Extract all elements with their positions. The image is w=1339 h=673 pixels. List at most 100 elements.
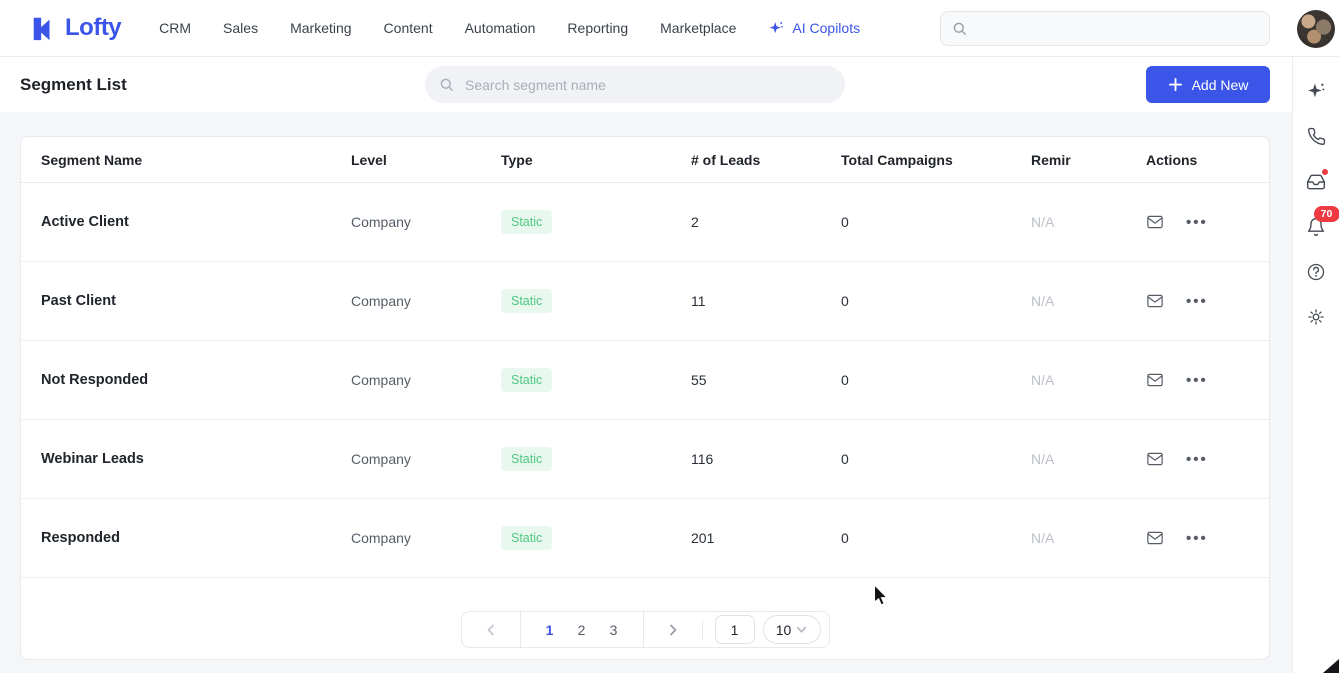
email-action-button[interactable] xyxy=(1146,213,1164,231)
email-action-button[interactable] xyxy=(1146,292,1164,310)
nav-item-sales[interactable]: Sales xyxy=(223,20,259,36)
type-badge: Static xyxy=(501,526,553,550)
more-actions-button[interactable]: ••• xyxy=(1186,292,1208,310)
nav-item-marketing[interactable]: Marketing xyxy=(290,20,352,36)
main-nav: CRM Sales Marketing Content Automation Report… xyxy=(159,20,736,36)
inbox-unread-dot xyxy=(1320,168,1329,176)
nav-item-ai-copilots[interactable]: AI Copilots xyxy=(768,20,860,37)
mail-icon xyxy=(1147,373,1163,387)
chevron-down-icon xyxy=(797,626,807,633)
plus-icon xyxy=(1168,77,1182,92)
phone-button[interactable] xyxy=(1294,114,1339,159)
email-action-button[interactable] xyxy=(1146,450,1164,468)
lofty-logo-icon xyxy=(33,17,50,41)
nav-item-crm[interactable]: CRM xyxy=(159,20,192,36)
inbox-icon xyxy=(1306,174,1326,189)
table-header-row: Segment Name Level Type # of Leads Total… xyxy=(21,137,1269,183)
pager-divider xyxy=(519,612,521,647)
ai-copilots-label: AI Copilots xyxy=(792,20,861,36)
notifications-button[interactable]: 70 xyxy=(1294,204,1339,249)
segment-name: Not Responded xyxy=(41,372,149,388)
global-search[interactable] xyxy=(940,11,1270,46)
next-page-button[interactable] xyxy=(644,612,702,647)
search-icon xyxy=(440,78,454,91)
segment-level: Company xyxy=(351,214,411,230)
row-actions: ••• xyxy=(1146,213,1249,231)
more-actions-button[interactable]: ••• xyxy=(1186,450,1208,468)
inbox-button[interactable] xyxy=(1294,159,1339,204)
row-actions: ••• xyxy=(1146,450,1249,468)
table-body: Active Client Company Static 2 0 N/A •••… xyxy=(21,183,1269,578)
mail-icon xyxy=(1147,294,1163,308)
search-icon xyxy=(953,22,967,35)
pager-divider xyxy=(701,620,703,639)
gear-icon xyxy=(1308,308,1324,325)
ai-assistant-button[interactable] xyxy=(1294,69,1339,114)
total-campaigns: 0 xyxy=(841,372,849,388)
more-actions-button[interactable]: ••• xyxy=(1186,529,1208,547)
segment-level: Company xyxy=(351,451,411,467)
nav-item-marketplace[interactable]: Marketplace xyxy=(660,20,737,36)
type-badge: Static xyxy=(501,289,553,313)
reminder-value: N/A xyxy=(1031,214,1055,230)
page-title: Segment List xyxy=(20,75,127,94)
nav-item-automation[interactable]: Automation xyxy=(464,20,536,36)
page-button-1[interactable]: 1 xyxy=(545,621,554,638)
table-row[interactable]: Responded Company Static 201 0 N/A ••• xyxy=(21,499,1269,578)
sparkle-icon xyxy=(770,21,784,33)
user-avatar[interactable] xyxy=(1297,10,1335,48)
reminder-value: N/A xyxy=(1031,293,1055,309)
mail-icon xyxy=(1147,531,1163,545)
pager-divider xyxy=(642,612,644,647)
col-segment-name: Segment Name xyxy=(41,151,143,168)
settings-button[interactable] xyxy=(1294,294,1339,339)
page-size-select[interactable]: 10 xyxy=(762,615,821,644)
segment-name: Active Client xyxy=(41,214,129,230)
leads-count: 2 xyxy=(691,214,699,230)
segment-level: Company xyxy=(351,293,411,309)
help-button[interactable] xyxy=(1294,249,1339,294)
corner-artifact xyxy=(1323,659,1339,673)
mail-icon xyxy=(1147,452,1163,466)
total-campaigns: 0 xyxy=(841,293,849,309)
segment-search-input[interactable] xyxy=(463,75,831,94)
row-actions: ••• xyxy=(1146,529,1249,547)
segment-name: Responded xyxy=(41,530,120,546)
notification-count-badge: 70 xyxy=(1313,206,1339,222)
type-badge: Static xyxy=(501,447,553,471)
top-navigation: Lofty CRM Sales Marketing Content Automation… xyxy=(0,0,1339,57)
row-actions: ••• xyxy=(1146,292,1249,310)
reminder-value: N/A xyxy=(1031,451,1055,467)
row-actions: ••• xyxy=(1146,371,1249,389)
total-campaigns: 0 xyxy=(841,451,849,467)
table-row[interactable]: Not Responded Company Static 55 0 N/A ••… xyxy=(21,341,1269,420)
nav-item-reporting[interactable]: Reporting xyxy=(567,20,629,36)
chevron-left-icon xyxy=(487,624,494,635)
global-search-input[interactable] xyxy=(976,19,1258,38)
add-new-button[interactable]: Add New xyxy=(1146,66,1270,103)
table-row[interactable]: Active Client Company Static 2 0 N/A ••• xyxy=(21,183,1269,262)
segment-level: Company xyxy=(351,372,411,388)
table-row[interactable]: Past Client Company Static 11 0 N/A ••• xyxy=(21,262,1269,341)
table-row[interactable]: Webinar Leads Company Static 116 0 N/A •… xyxy=(21,420,1269,499)
right-icon-rail: 70 xyxy=(1292,57,1339,673)
col-level: Level xyxy=(351,151,387,168)
nav-item-content[interactable]: Content xyxy=(383,20,433,36)
email-action-button[interactable] xyxy=(1146,529,1164,547)
col-leads: # of Leads xyxy=(691,151,761,168)
segment-name: Past Client xyxy=(41,293,116,309)
segment-search[interactable] xyxy=(425,66,845,103)
more-actions-button[interactable]: ••• xyxy=(1186,213,1208,231)
email-action-button[interactable] xyxy=(1146,371,1164,389)
add-new-label: Add New xyxy=(1191,76,1249,93)
col-type: Type xyxy=(501,151,533,168)
page-jump-input[interactable] xyxy=(714,615,755,644)
more-actions-button[interactable]: ••• xyxy=(1186,371,1208,389)
leads-count: 11 xyxy=(691,293,706,309)
lofty-logo[interactable]: Lofty xyxy=(30,14,122,42)
segment-level: Company xyxy=(351,530,411,546)
page-button-3[interactable]: 3 xyxy=(609,621,618,638)
page-button-2[interactable]: 2 xyxy=(577,621,586,638)
question-icon xyxy=(1307,263,1325,280)
prev-page-button[interactable] xyxy=(462,612,520,647)
